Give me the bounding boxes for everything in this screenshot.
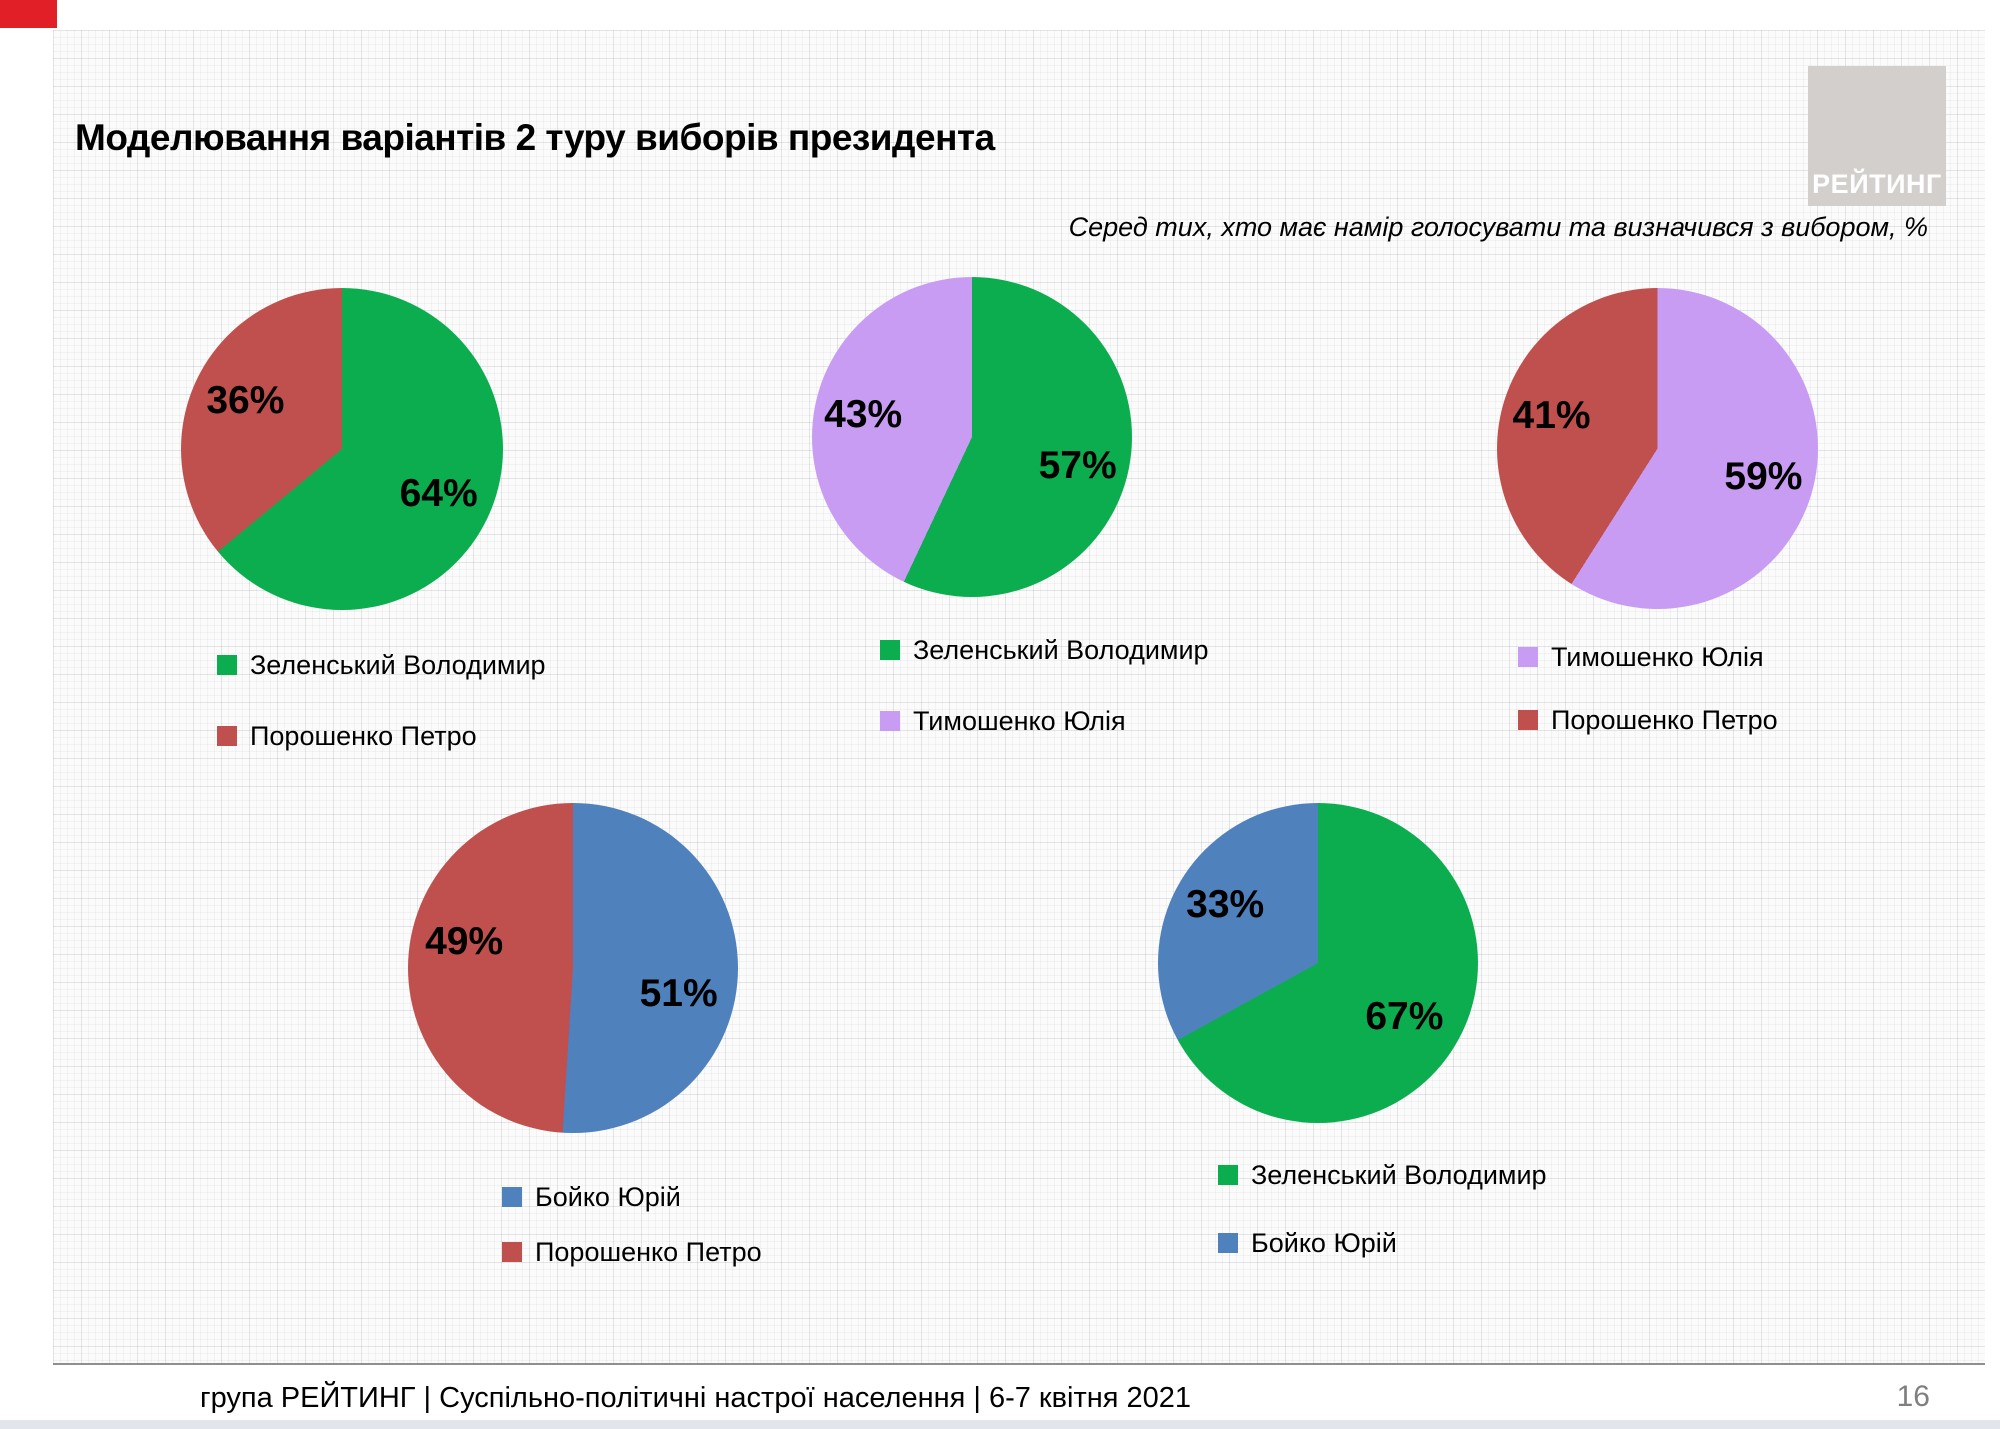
- percent-label: 57%: [1038, 443, 1117, 487]
- legend-zelenskyi-vs-poroshenko: Зеленський Володимир Порошенко Петро: [217, 648, 546, 753]
- percent-label: 67%: [1365, 995, 1444, 1039]
- legend-item: Порошенко Петро: [502, 1235, 762, 1269]
- legend-color-marker: [502, 1187, 522, 1207]
- legend-color-marker: [1218, 1165, 1238, 1185]
- bottom-strip: [0, 1420, 2000, 1429]
- percent-label: 49%: [425, 919, 504, 963]
- legend-color-marker: [880, 640, 900, 660]
- legend-color-marker: [217, 655, 237, 675]
- legend-item: Порошенко Петро: [1518, 703, 1778, 737]
- rating-group-logo: РЕЙТИНГ: [1808, 66, 1946, 206]
- legend-color-marker: [502, 1242, 522, 1262]
- legend-color-marker: [1218, 1233, 1238, 1253]
- percent-label: 64%: [399, 472, 478, 516]
- page-number: 16: [1896, 1380, 1930, 1413]
- legend-label: Порошенко Петро: [535, 1236, 762, 1267]
- slide-title: Моделювання варіантів 2 туру виборів пре…: [75, 116, 995, 158]
- pie: [1497, 288, 1818, 609]
- slide-background-grid: [53, 30, 1985, 1365]
- pie: [812, 277, 1132, 597]
- legend-zelenskyi-vs-tymoshenko: Зеленський Володимир Тимошенко Юлія: [880, 633, 1209, 738]
- rating-logo-text: РЕЙТИНГ: [1812, 169, 1942, 199]
- legend-label: Порошенко Петро: [250, 720, 477, 751]
- legend-item: Зеленський Володимир: [1218, 1158, 1547, 1192]
- pie-chart-zelenskyi-vs-tymoshenko: 57% 43%: [812, 277, 1132, 597]
- slide-subtitle: Серед тих, хто має намір голосувати та в…: [1068, 212, 1928, 242]
- percent-label: 33%: [1186, 883, 1265, 927]
- pie-chart-tymoshenko-vs-poroshenko: 59% 41%: [1497, 288, 1818, 609]
- legend-label: Зеленський Володимир: [913, 634, 1209, 665]
- percent-label: 43%: [824, 392, 903, 436]
- pie-chart-zelenskyi-vs-boiko: 67% 33%: [1158, 803, 1478, 1123]
- percent-label: 59%: [1724, 455, 1803, 499]
- legend-color-marker: [217, 726, 237, 746]
- percent-label: 41%: [1512, 394, 1591, 438]
- legend-zelenskyi-vs-boiko: Зеленський Володимир Бойко Юрій: [1218, 1158, 1547, 1260]
- legend-label: Зеленський Володимир: [1251, 1159, 1547, 1190]
- legend-color-marker: [1518, 647, 1538, 667]
- legend-label: Бойко Юрій: [535, 1181, 681, 1212]
- legend-item: Тимошенко Юлія: [1518, 640, 1778, 674]
- legend-label: Тимошенко Юлія: [1551, 641, 1764, 672]
- pie: [1158, 803, 1478, 1123]
- legend-label: Зеленський Володимир: [250, 649, 546, 680]
- legend-item: Зеленський Володимир: [880, 633, 1209, 667]
- legend-tymoshenko-vs-poroshenko: Тимошенко Юлія Порошенко Петро: [1518, 640, 1778, 737]
- legend-label: Бойко Юрій: [1251, 1227, 1397, 1258]
- percent-label: 36%: [206, 378, 285, 422]
- legend-item: Бойко Юрій: [502, 1180, 762, 1214]
- legend-boiko-vs-poroshenko: Бойко Юрій Порошенко Петро: [502, 1180, 762, 1269]
- legend-label: Тимошенко Юлія: [913, 705, 1126, 736]
- legend-item: Тимошенко Юлія: [880, 704, 1209, 738]
- red-corner-accent: [0, 0, 57, 28]
- percent-label: 51%: [639, 972, 718, 1016]
- legend-color-marker: [1518, 710, 1538, 730]
- pie-chart-boiko-vs-poroshenko: 51% 49%: [408, 803, 738, 1133]
- pie: [408, 803, 738, 1133]
- legend-item: Порошенко Петро: [217, 719, 546, 753]
- footer-text: група РЕЙТИНГ | Суспільно-політичні наст…: [200, 1382, 1192, 1414]
- legend-item: Зеленський Володимир: [217, 648, 546, 682]
- legend-label: Порошенко Петро: [1551, 704, 1778, 735]
- legend-item: Бойко Юрій: [1218, 1226, 1547, 1260]
- pie-chart-zelenskyi-vs-poroshenko: 64% 36%: [181, 288, 503, 610]
- legend-color-marker: [880, 711, 900, 731]
- pie: [181, 288, 503, 610]
